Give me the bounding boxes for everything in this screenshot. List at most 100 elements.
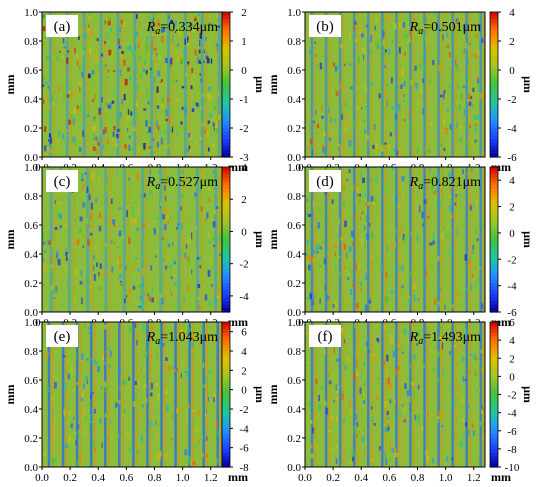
groove-line: [437, 12, 440, 157]
speckle: [376, 396, 379, 400]
speckle: [132, 110, 135, 116]
speckle: [478, 85, 480, 92]
speckle: [133, 264, 136, 271]
x-tick-label: 0.6: [383, 472, 397, 484]
speckle: [162, 214, 165, 220]
speckle: [427, 411, 429, 418]
speckle: [217, 430, 220, 436]
speckle: [448, 249, 450, 256]
speckle: [122, 380, 125, 385]
speckle: [374, 124, 376, 130]
speckle: [481, 222, 484, 228]
speckle: [88, 332, 90, 335]
speckle: [336, 416, 338, 423]
colorbar-segment: [222, 124, 230, 129]
colorbar-segment: [222, 235, 230, 241]
colorbar-segment: [490, 174, 498, 179]
speckle: [151, 286, 154, 293]
speckle: [174, 368, 178, 372]
speckle: [198, 255, 201, 260]
groove-ridge: [328, 167, 331, 312]
speckle: [409, 395, 411, 403]
speckle: [128, 135, 131, 140]
colorbar-segment: [490, 91, 498, 96]
speckle: [158, 54, 161, 60]
speckle: [312, 295, 314, 302]
speckle: [454, 332, 457, 340]
groove-ridge: [52, 12, 56, 157]
speckle: [48, 240, 51, 245]
speckle: [473, 353, 476, 360]
colorbar-tick-label: 4: [241, 162, 247, 174]
speckle: [397, 52, 401, 55]
speckle: [457, 31, 459, 37]
speckle: [350, 331, 353, 334]
speckle: [323, 348, 326, 355]
speckle: [306, 239, 309, 246]
speckle: [192, 26, 196, 33]
speckle: [213, 127, 215, 131]
speckle: [363, 361, 366, 367]
speckle: [157, 18, 160, 23]
colorbar-segment: [490, 257, 498, 262]
speckle: [464, 328, 466, 333]
speckle: [205, 218, 207, 221]
speckle: [337, 64, 339, 70]
speckle: [456, 297, 459, 304]
speckle: [210, 175, 212, 181]
colorbar-segment: [222, 308, 230, 313]
speckle: [86, 30, 88, 34]
speckle: [470, 261, 473, 268]
speckle: [112, 136, 114, 143]
speckle: [188, 323, 191, 329]
speckle: [216, 289, 219, 296]
speckle: [349, 460, 352, 464]
y-tick-label: 0.8: [24, 191, 38, 203]
colorbar-segment: [222, 88, 230, 93]
colorbar-segment: [490, 358, 498, 363]
speckle: [386, 83, 389, 87]
colorbar-segment: [222, 401, 230, 406]
colorbar-segment: [222, 91, 230, 96]
speckle: [143, 193, 146, 198]
speckle: [168, 116, 171, 124]
speckle: [62, 303, 65, 306]
speckle: [104, 20, 106, 25]
speckle: [84, 322, 85, 329]
speckle: [58, 130, 60, 138]
colorbar-segment: [222, 51, 230, 57]
groove-ridge: [398, 167, 401, 312]
speckle: [355, 263, 357, 271]
speckle: [347, 276, 350, 280]
speckle: [104, 41, 107, 45]
y-tick-label: 1.0: [24, 7, 38, 19]
speckle: [99, 45, 102, 52]
groove-line: [324, 12, 328, 157]
colorbar-tick-label: -4: [507, 281, 517, 293]
speckle: [196, 178, 199, 185]
speckle: [306, 363, 309, 367]
speckle: [96, 262, 98, 267]
speckle: [65, 266, 67, 273]
speckle: [148, 13, 152, 20]
speckle: [187, 37, 189, 43]
speckle: [395, 369, 398, 376]
colorbar-segment: [222, 153, 230, 158]
speckle: [119, 280, 122, 283]
speckle: [153, 299, 157, 302]
speckle: [376, 257, 378, 260]
colorbar-segment: [490, 376, 498, 381]
colorbar-segment: [222, 257, 230, 262]
speckle: [307, 145, 310, 151]
colorbar-tick-label: 0: [241, 65, 247, 77]
speckle: [308, 50, 312, 55]
speckle: [42, 14, 45, 18]
speckle: [75, 141, 77, 147]
speckle: [374, 25, 376, 31]
speckle: [478, 23, 481, 30]
colorbar-segment: [490, 286, 498, 291]
speckle: [198, 103, 200, 110]
ra-symbol: R: [146, 20, 156, 35]
ra-symbol: R: [409, 175, 419, 190]
speckle: [52, 238, 54, 244]
